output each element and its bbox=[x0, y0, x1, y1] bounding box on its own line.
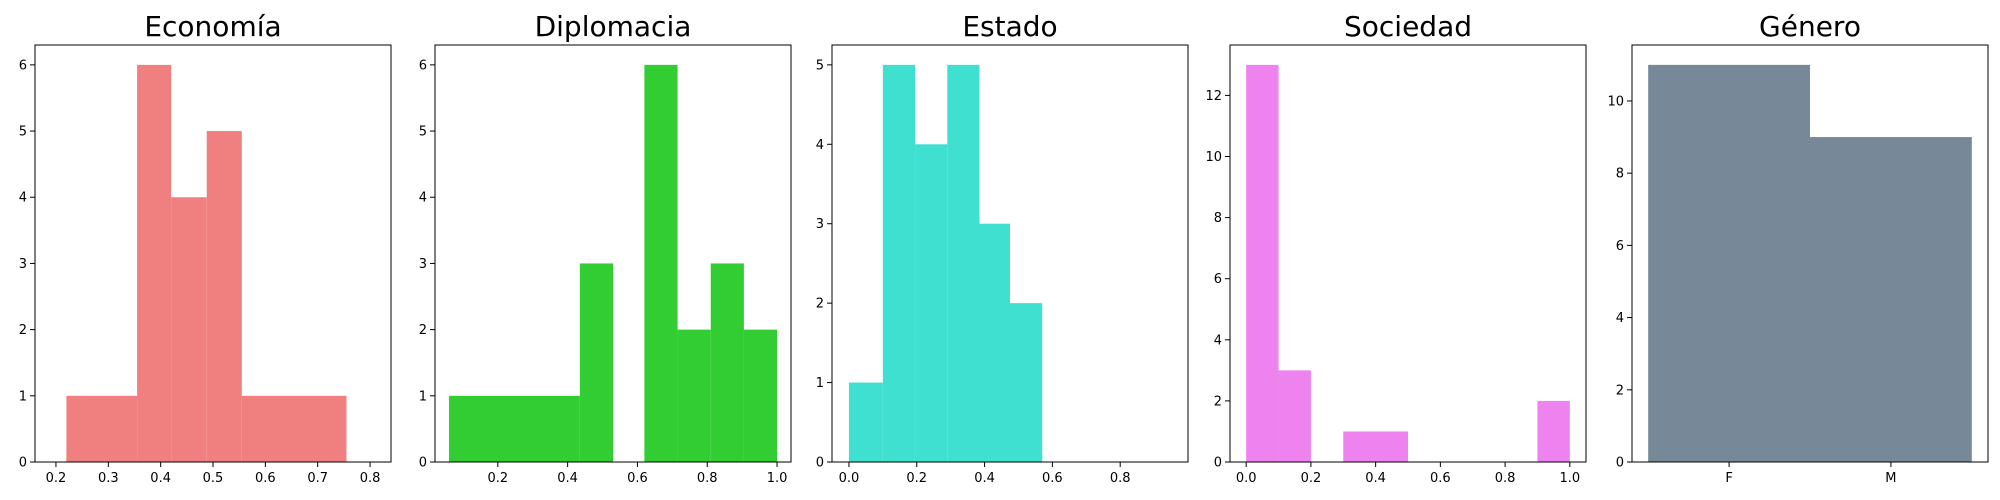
sociedad-ytick-label-6: 12 bbox=[1205, 89, 1222, 104]
estado-ytick-label-4: 4 bbox=[816, 138, 824, 153]
sociedad-ytick-label-0: 0 bbox=[1214, 456, 1222, 471]
genero-ytick-label-1: 2 bbox=[1616, 383, 1624, 398]
sociedad-ytick-label-2: 4 bbox=[1214, 333, 1222, 348]
economia-ytick-label-4: 4 bbox=[19, 191, 27, 206]
genero-xtick-label-0: F bbox=[1725, 471, 1732, 486]
diplomacia-xtick-label-3: 0.8 bbox=[697, 471, 718, 486]
sociedad-ytick-label-5: 10 bbox=[1205, 150, 1222, 165]
diplomacia-bar-3 bbox=[677, 329, 711, 462]
genero-ytick-label-2: 4 bbox=[1616, 311, 1624, 326]
estado-ytick-label-3: 3 bbox=[816, 217, 824, 232]
panel-diplomacia: Diplomacia 0.2 0.4 0.6 0.8 1.0 0 1 2 3 4 5 6 bbox=[419, 10, 792, 486]
genero-bar-1 bbox=[1810, 137, 1972, 462]
diplomacia-ytick-label-2: 2 bbox=[419, 323, 427, 338]
economia-xtick-label-3: 0.5 bbox=[203, 471, 224, 486]
economia-ytick-label-1: 1 bbox=[19, 389, 27, 404]
diplomacia-ytick-label-0: 0 bbox=[419, 456, 427, 471]
sociedad-xtick-label-0: 0.0 bbox=[1236, 471, 1257, 486]
diplomacia-xtick-label-2: 0.6 bbox=[627, 471, 648, 486]
sociedad-ytick-label-4: 8 bbox=[1214, 211, 1222, 226]
estado-ytick-label-1: 1 bbox=[816, 376, 824, 391]
diplomacia-bar-5 bbox=[743, 329, 778, 462]
genero-ytick-label-0: 0 bbox=[1616, 456, 1624, 471]
diplomacia-bar-4 bbox=[710, 263, 744, 462]
sociedad-title: Sociedad bbox=[1344, 10, 1472, 43]
diplomacia-xtick-label-1: 0.4 bbox=[557, 471, 578, 486]
estado-bar-4 bbox=[979, 223, 1010, 462]
economia-ytick-label-5: 5 bbox=[19, 125, 27, 140]
genero-title: Género bbox=[1759, 10, 1861, 43]
estado-xtick-label-0: 0.0 bbox=[839, 471, 860, 486]
sociedad-ytick-label-3: 6 bbox=[1214, 272, 1222, 287]
diplomacia-bar-2 bbox=[644, 64, 678, 463]
economia-ytick-label-2: 2 bbox=[19, 323, 27, 338]
genero-ytick-label-4: 8 bbox=[1616, 167, 1624, 182]
diplomacia-ytick-label-4: 4 bbox=[419, 191, 427, 206]
estado-bar-1 bbox=[882, 64, 916, 463]
estado-axes-frame bbox=[831, 44, 1189, 463]
diplomacia-ytick-label-3: 3 bbox=[419, 257, 427, 272]
panel-genero: Género F M 0 2 4 6 8 10 bbox=[1607, 10, 1989, 486]
estado-ytick-label-0: 0 bbox=[816, 456, 824, 471]
economia-xtick-label-5: 0.7 bbox=[307, 471, 328, 486]
economia-bar-3 bbox=[206, 131, 242, 463]
panel-economia: Economía 0.2 0.3 0.4 0.5 0.6 0.7 0.8 0 1 2 3 4 5 6 bbox=[19, 10, 392, 486]
genero-axes-frame bbox=[1631, 44, 1989, 463]
sociedad-axes-frame bbox=[1229, 44, 1587, 463]
panel-estado: Estado 0.0 0.2 0.4 0.6 0.8 0 1 2 3 4 5 bbox=[816, 10, 1189, 486]
estado-xtick-label-1: 0.2 bbox=[906, 471, 927, 486]
genero-bar-0 bbox=[1648, 64, 1810, 463]
economia-bar-1 bbox=[137, 64, 172, 463]
panel-sociedad: Sociedad 0.0 0.2 0.4 0.6 0.8 1.0 0 2 4 6 8 10 12 bbox=[1205, 10, 1587, 486]
diplomacia-ytick-label-5: 5 bbox=[419, 125, 427, 140]
sociedad-bar-0 bbox=[1246, 64, 1279, 463]
economia-title: Economía bbox=[144, 10, 281, 43]
estado-bar-3 bbox=[947, 64, 980, 463]
economia-bar-0 bbox=[66, 395, 138, 462]
sociedad-xtick-label-1: 0.2 bbox=[1301, 471, 1322, 486]
economia-ytick-label-6: 6 bbox=[19, 58, 27, 73]
diplomacia-ytick-label-1: 1 bbox=[419, 389, 427, 404]
diplomacia-xtick-label-0: 0.2 bbox=[487, 471, 508, 486]
diplomacia-bar-0 bbox=[448, 395, 580, 462]
diplomacia-xtick-label-4: 1.0 bbox=[767, 471, 788, 486]
estado-bar-2 bbox=[915, 144, 948, 463]
estado-title: Estado bbox=[962, 10, 1057, 43]
genero-xtick-label-1: M bbox=[1885, 471, 1896, 486]
economia-xtick-label-6: 0.8 bbox=[360, 471, 381, 486]
economia-bar-2 bbox=[171, 197, 207, 463]
sociedad-bar-1 bbox=[1278, 370, 1311, 462]
economia-bar-4 bbox=[241, 395, 347, 462]
sociedad-bar-2 bbox=[1343, 431, 1408, 462]
economia-xtick-label-1: 0.3 bbox=[98, 471, 119, 486]
estado-ytick-label-2: 2 bbox=[816, 297, 824, 312]
sociedad-xtick-label-4: 0.8 bbox=[1495, 471, 1516, 486]
estado-ytick-label-5: 5 bbox=[816, 58, 824, 73]
estado-bar-0 bbox=[848, 382, 883, 462]
economia-xtick-label-4: 0.6 bbox=[255, 471, 276, 486]
diplomacia-title: Diplomacia bbox=[535, 10, 692, 43]
estado-xtick-label-4: 0.8 bbox=[1110, 471, 1131, 486]
sociedad-ytick-label-1: 2 bbox=[1214, 394, 1222, 409]
genero-ytick-label-5: 10 bbox=[1607, 94, 1624, 109]
sociedad-bar-3 bbox=[1537, 400, 1570, 462]
genero-ytick-label-3: 6 bbox=[1616, 239, 1624, 254]
sociedad-xtick-label-2: 0.4 bbox=[1365, 471, 1386, 486]
sociedad-xtick-label-5: 1.0 bbox=[1559, 471, 1580, 486]
diplomacia-ytick-label-6: 6 bbox=[419, 58, 427, 73]
estado-xtick-label-3: 0.6 bbox=[1042, 471, 1063, 486]
economia-xtick-label-0: 0.2 bbox=[46, 471, 67, 486]
economia-ytick-label-3: 3 bbox=[19, 257, 27, 272]
estado-bar-5 bbox=[1010, 303, 1043, 462]
economia-xtick-label-2: 0.4 bbox=[150, 471, 171, 486]
estado-xtick-label-2: 0.4 bbox=[974, 471, 995, 486]
diplomacia-bar-1 bbox=[579, 263, 613, 462]
economia-ytick-label-0: 0 bbox=[19, 456, 27, 471]
sociedad-xtick-label-3: 0.6 bbox=[1430, 471, 1451, 486]
diplomacia-axes-frame bbox=[434, 44, 792, 463]
